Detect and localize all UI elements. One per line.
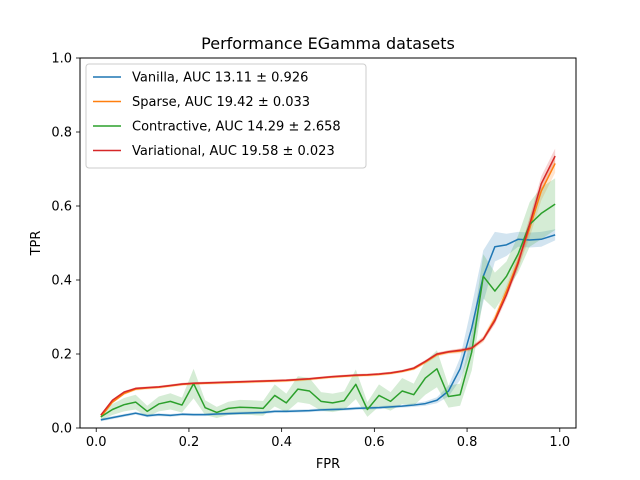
series-lines	[100, 155, 556, 421]
band-sparse	[100, 154, 556, 419]
x-axis-label: FPR	[316, 457, 340, 472]
legend: Vanilla, AUC 13.11 ± 0.926 Sparse, AUC 19…	[85, 63, 367, 169]
x-tick-label: 0.6	[364, 435, 385, 450]
x-axis-ticks: 0.0 0.2 0.4 0.6 0.8 1.0	[86, 428, 570, 450]
legend-label-sparse: Sparse, AUC 19.42 ± 0.033	[132, 95, 310, 110]
x-tick-label: 0.0	[86, 435, 107, 450]
y-axis-label: TPR	[29, 231, 44, 257]
legend-label-contractive: Contractive, AUC 14.29 ± 2.658	[132, 120, 341, 135]
plot-frame	[79, 57, 577, 429]
legend-label-variational: Variational, AUC 19.58 ± 0.023	[132, 144, 335, 159]
legend-label-vanilla: Vanilla, AUC 13.11 ± 0.926	[132, 71, 308, 86]
legend-box	[85, 63, 367, 169]
y-tick-label: 0.2	[51, 348, 72, 363]
y-tick-label: 0.8	[51, 126, 72, 141]
x-tick-label: 0.4	[271, 435, 292, 450]
line-contractive	[100, 203, 556, 418]
line-vanilla	[100, 234, 556, 421]
x-tick-label: 1.0	[549, 435, 570, 450]
chart-title: Performance EGamma datasets	[201, 34, 455, 53]
y-tick-label: 0.0	[51, 422, 72, 437]
y-tick-label: 0.6	[51, 200, 72, 215]
y-tick-label: 1.0	[51, 52, 72, 67]
band-vanilla	[100, 229, 556, 422]
y-axis-ticks: 0.0 0.2 0.4 0.6 0.8 1.0	[51, 52, 80, 437]
x-tick-label: 0.8	[457, 435, 478, 450]
confidence-bands	[100, 148, 556, 422]
y-tick-label: 0.4	[51, 274, 72, 289]
line-variational	[100, 155, 556, 416]
x-tick-label: 0.2	[179, 435, 200, 450]
